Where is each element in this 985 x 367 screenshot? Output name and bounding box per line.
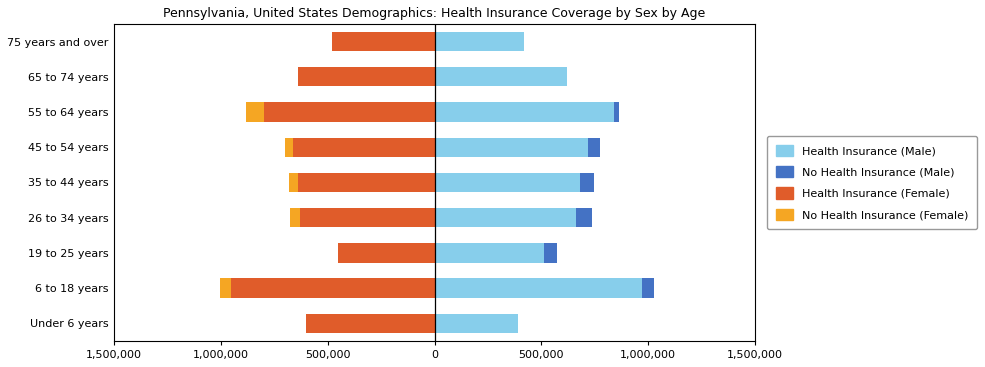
- Bar: [434, 102, 614, 122]
- Bar: [246, 102, 264, 122]
- Bar: [434, 208, 575, 228]
- Legend: Health Insurance (Male), No Health Insurance (Male), Health Insurance (Female), : Health Insurance (Male), No Health Insur…: [767, 136, 977, 229]
- Bar: [544, 243, 558, 263]
- Bar: [291, 208, 299, 228]
- Bar: [575, 208, 592, 228]
- Bar: [297, 67, 434, 87]
- Bar: [434, 67, 567, 87]
- Bar: [434, 32, 524, 51]
- Bar: [220, 279, 231, 298]
- Bar: [434, 173, 580, 192]
- Bar: [588, 138, 600, 157]
- Bar: [434, 243, 544, 263]
- Bar: [434, 279, 642, 298]
- Bar: [434, 138, 588, 157]
- Bar: [285, 138, 294, 157]
- Title: Pennsylvania, United States Demographics: Health Insurance Coverage by Sex by Ag: Pennsylvania, United States Demographics…: [164, 7, 705, 20]
- Bar: [290, 173, 297, 192]
- Bar: [338, 243, 434, 263]
- Bar: [231, 279, 434, 298]
- Bar: [264, 102, 434, 122]
- Bar: [306, 314, 434, 333]
- Bar: [332, 32, 434, 51]
- Bar: [434, 314, 518, 333]
- Bar: [299, 208, 434, 228]
- Bar: [642, 279, 654, 298]
- Bar: [580, 173, 594, 192]
- Bar: [614, 102, 620, 122]
- Bar: [294, 138, 434, 157]
- Bar: [297, 173, 434, 192]
